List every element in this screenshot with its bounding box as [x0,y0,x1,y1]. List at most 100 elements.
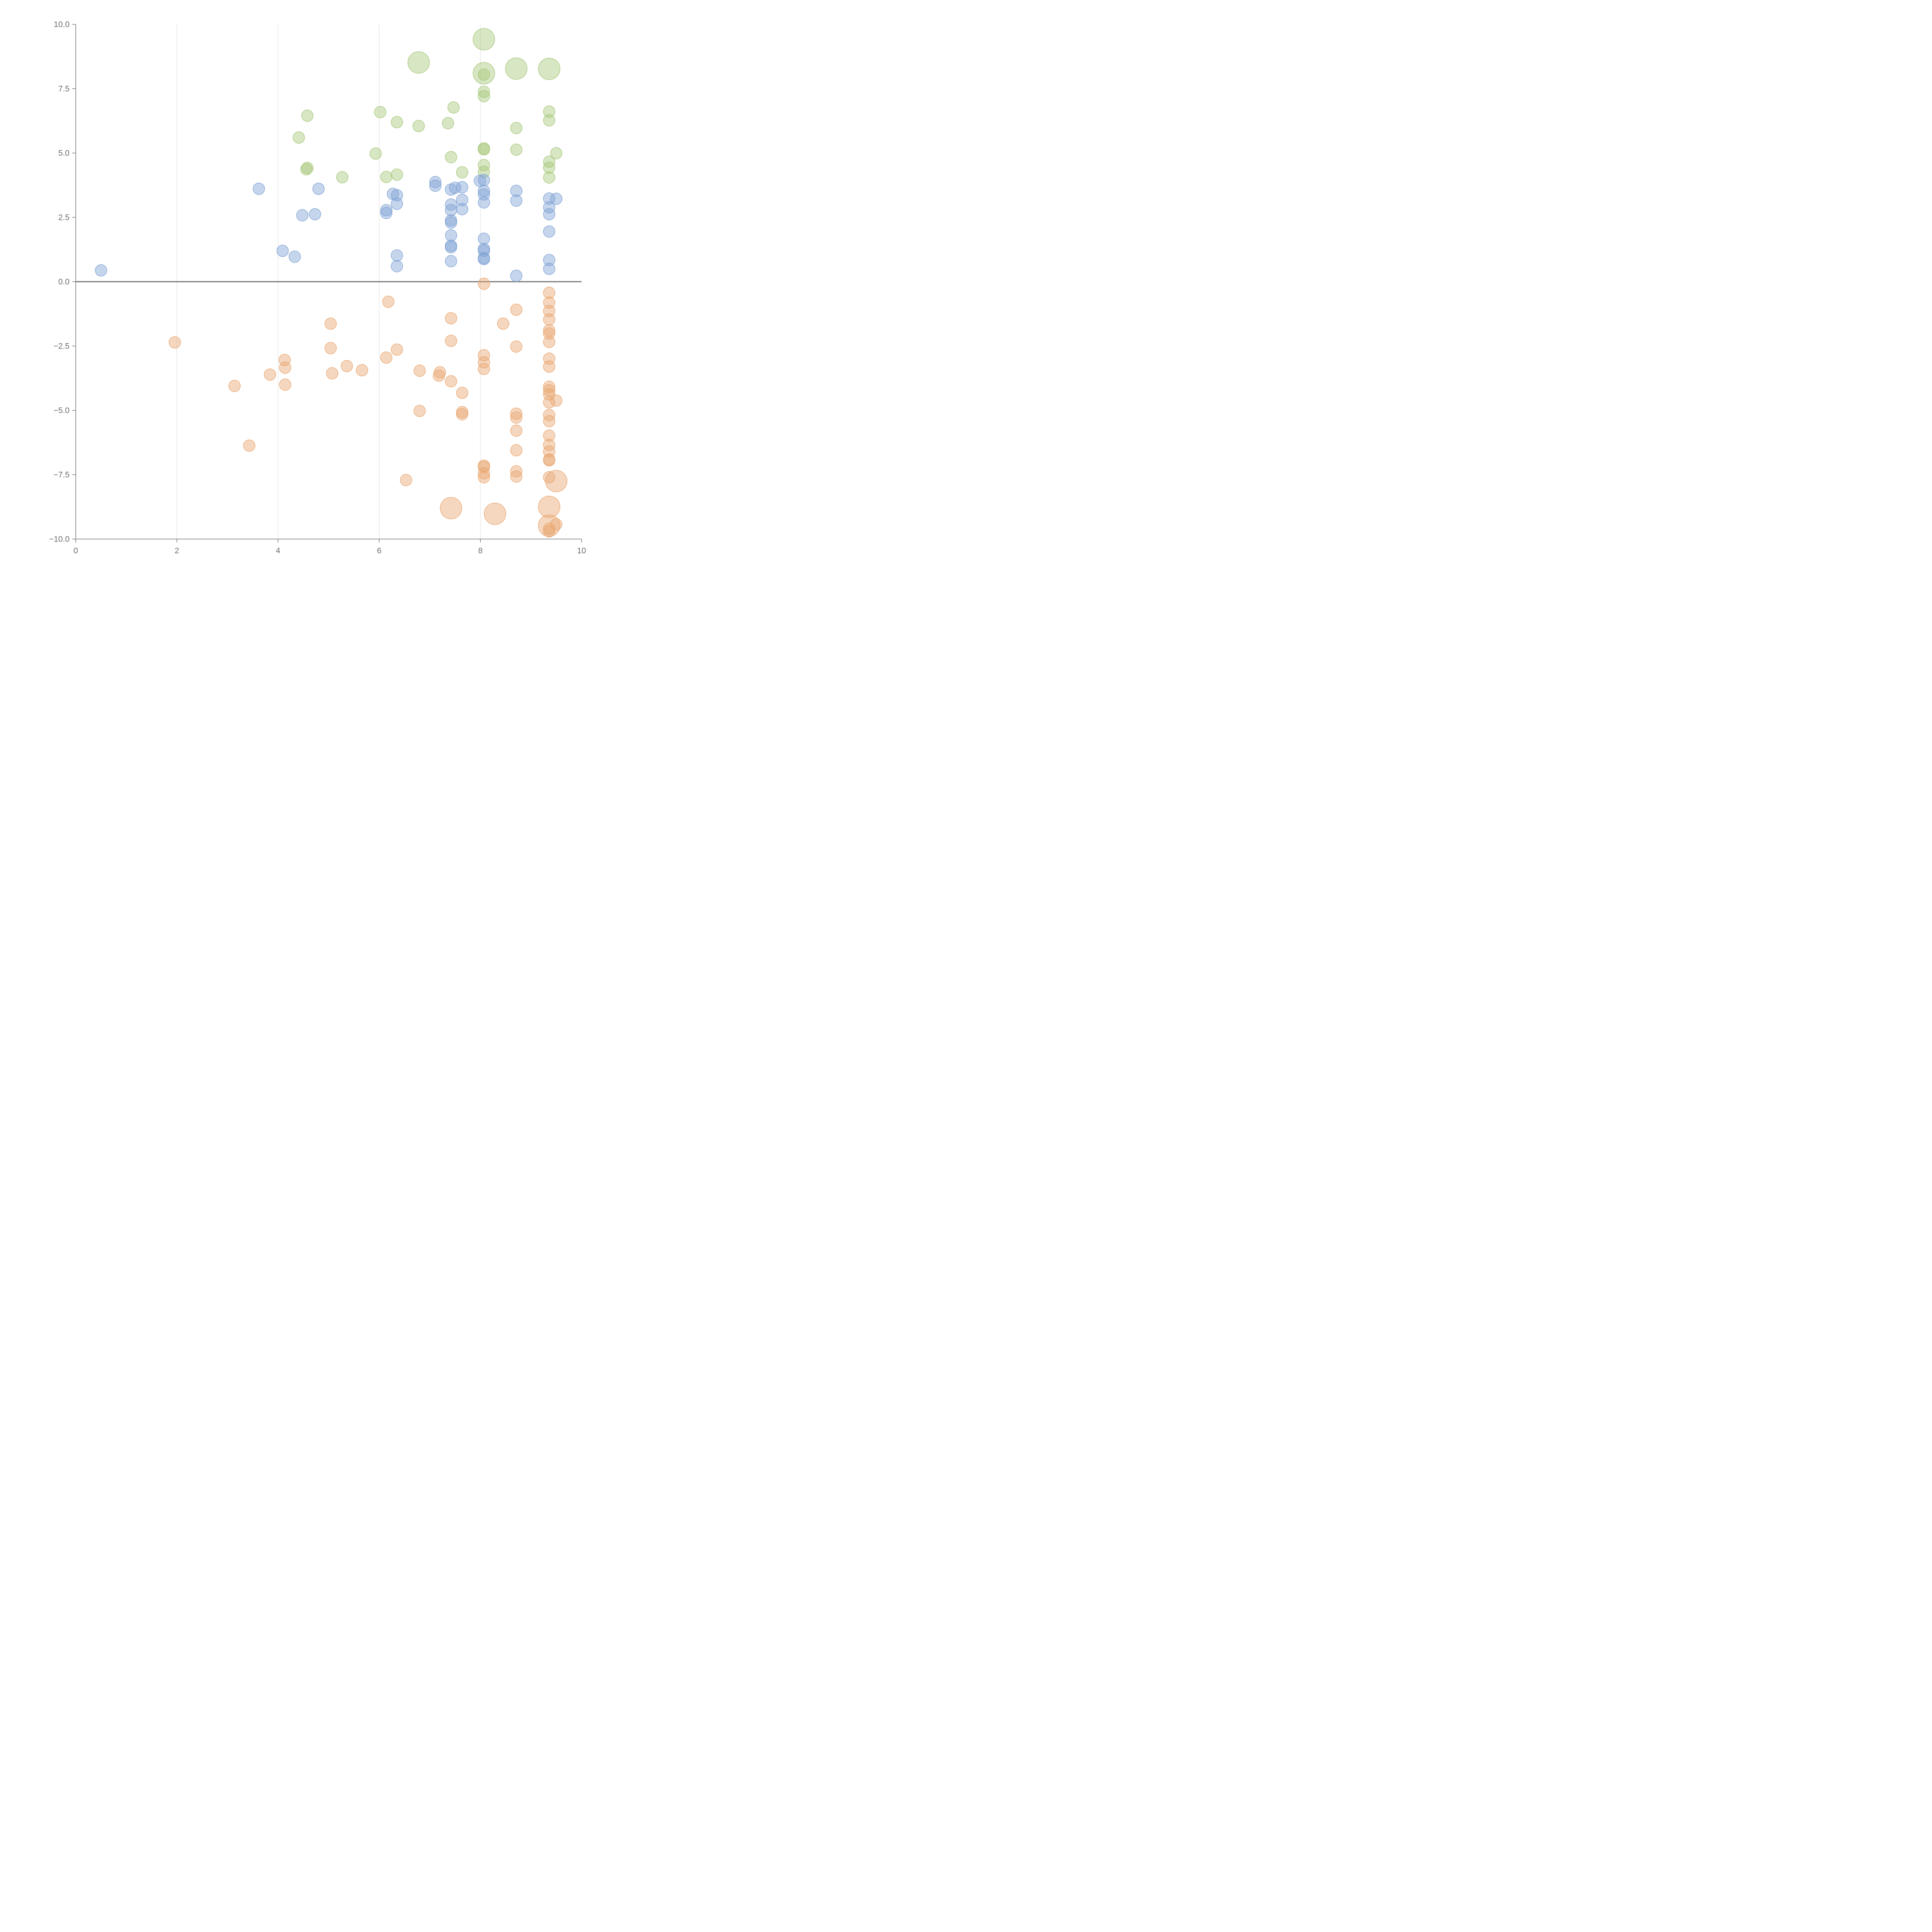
series-blue [95,174,563,282]
data-point [228,379,241,392]
data-point [445,204,457,216]
data-point [456,386,468,399]
axes: 0 2 4 6 8 10 −10.0 −7.5 −5.0 −2.5 0.0 2.5 5.0 7.5 10.0 [49,20,586,555]
data-point [543,162,555,174]
data-point [400,474,412,486]
data-point [391,197,403,210]
data-point [543,525,555,537]
data-point [324,342,337,354]
data-point [279,361,291,374]
data-point [543,208,555,221]
data-point [510,465,522,478]
data-point [445,216,457,229]
data-point [442,117,454,129]
data-point [510,303,522,316]
data-point [391,116,403,128]
data-point [296,209,309,221]
data-point [543,262,555,275]
data-point [440,497,463,519]
data-point [550,394,563,407]
y-tick-label: 0.0 [58,277,70,286]
data-point [478,461,490,473]
data-point [374,106,386,118]
data-point [336,171,349,184]
data-point [543,439,555,451]
data-point [391,249,403,262]
data-point [543,409,555,421]
data-point [484,502,506,525]
data-point [543,225,555,238]
x-tick-label: 8 [478,546,483,555]
data-point [407,51,430,74]
data-point [543,114,555,127]
data-point [340,360,353,372]
data-point [543,336,555,348]
data-point [543,201,555,214]
x-tick-label: 6 [377,546,382,555]
data-point [279,378,291,391]
data-point [478,277,490,290]
data-point [413,405,426,417]
data-point [543,105,555,118]
data-point [456,166,468,179]
data-point [478,233,490,245]
data-point [243,439,255,452]
data-point [478,471,490,483]
data-point [326,367,338,379]
data-point [445,229,457,242]
data-point [543,305,555,317]
y-tick-label: −2.5 [54,342,70,351]
data-point [510,411,522,424]
data-point [510,470,522,483]
data-point [543,454,555,466]
data-point [380,207,393,219]
data-point [478,196,490,209]
data-point [543,522,555,535]
data-point [510,444,522,456]
data-point [543,361,555,373]
y-tick-label: 7.5 [58,85,70,94]
y-tick-label: −7.5 [54,471,70,480]
data-point [380,204,393,216]
y-tick-label: 5.0 [58,149,70,158]
data-point [168,336,181,349]
data-point [543,415,555,427]
data-point [445,255,457,267]
data-point [543,429,555,442]
data-point [478,143,490,156]
data-point [456,203,468,215]
x-tick-label: 10 [577,546,586,555]
data-point [550,147,563,160]
data-point [478,68,490,81]
data-point [445,375,457,388]
data-point [478,253,490,265]
data-point [380,351,393,364]
data-point [478,85,490,98]
data-point [445,241,457,253]
data-point [543,254,555,266]
data-point [356,364,368,376]
data-point [543,286,555,299]
x-tick-label: 0 [73,546,78,555]
data-point [382,296,395,308]
data-point [429,176,442,189]
scatter-chart: 0 2 4 6 8 10 −10.0 −7.5 −5.0 −2.5 0.0 2.5 5.0 7.5 10.0 [0,0,597,597]
chart-canvas: 0 2 4 6 8 10 −10.0 −7.5 −5.0 −2.5 0.0 2.5 5.0 7.5 10.0 [49,20,586,555]
data-point [412,120,425,132]
data-point [478,159,490,172]
y-tick-label: −5.0 [54,406,70,415]
data-point [473,62,495,85]
data-point [456,194,468,206]
data-point [478,90,490,102]
data-point [324,317,337,330]
data-point [510,269,522,282]
data-point [300,163,313,175]
y-tick-label: 2.5 [58,213,70,222]
data-point [445,183,457,196]
data-point [478,467,490,480]
data-point [545,470,568,492]
data-point [543,192,555,205]
data-point [478,363,490,375]
data-point [478,174,490,186]
data-point [510,407,522,420]
